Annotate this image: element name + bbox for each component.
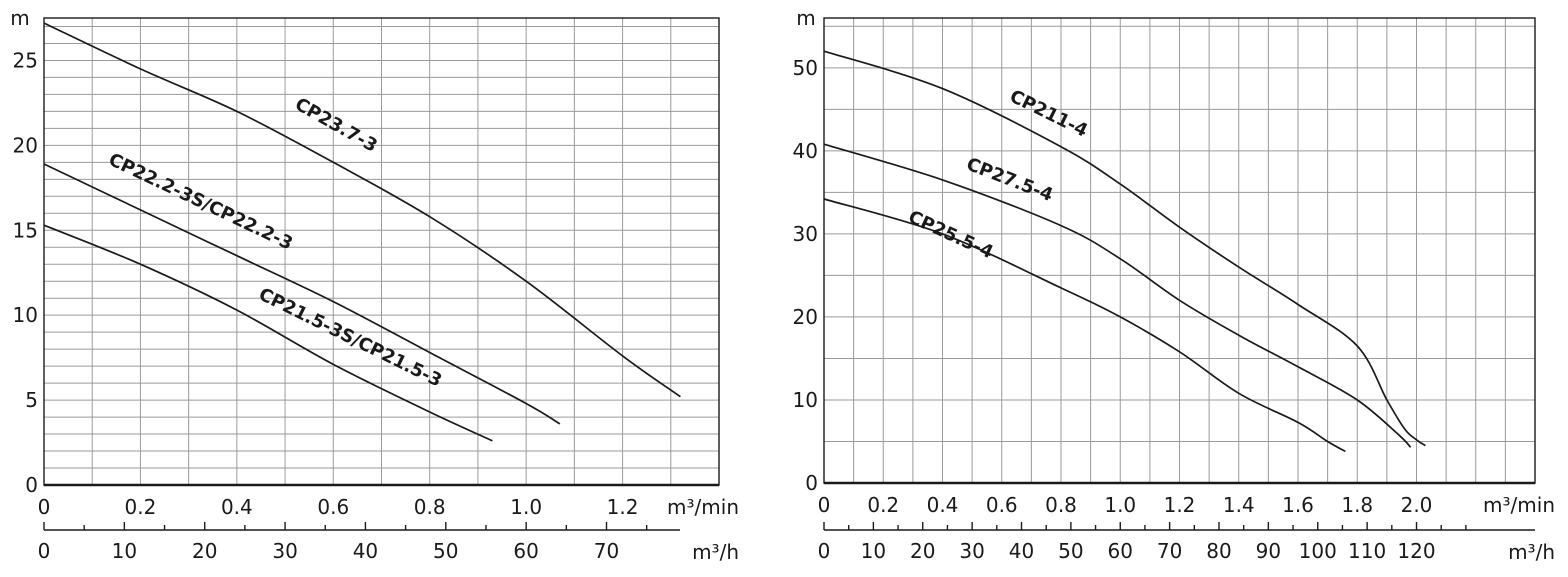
series-curve-cp23-7-3 <box>43 22 681 398</box>
series-curve-cp22-2-3s-cp22-2-3 <box>43 163 561 425</box>
x2-tick-label: 70 <box>594 539 619 563</box>
y-tick-label: 10 <box>13 303 38 327</box>
x-tick-label: 0.6 <box>986 493 1018 517</box>
series-curve-cp25-5-4 <box>823 198 1346 453</box>
y-tick-label: 0 <box>805 471 818 495</box>
series-curve-cp21-5-3s-cp21-5-3 <box>43 224 493 442</box>
x-tick-label: 1.0 <box>1104 493 1136 517</box>
y-axis-unit: m <box>796 6 815 30</box>
x2-tick-label: 0 <box>38 539 51 563</box>
grid <box>824 18 1535 483</box>
left-chart-panel: m 0 5 10 15 20 25 0 0.2 0.4 0.6 0.8 1.0 1.2 m³/min 0 10 2… <box>10 6 739 564</box>
x2-tick-label: 10 <box>112 539 137 563</box>
x2-tick-label: 20 <box>192 539 217 563</box>
x-tick-label: 0 <box>818 493 831 517</box>
secondary-x-axis: 0 10 20 30 40 50 60 70 m³/h <box>38 522 739 564</box>
x-tick-label: 2.0 <box>1401 493 1433 517</box>
x-tick-label: 0.6 <box>317 495 349 519</box>
x-tick-label: 0 <box>38 495 51 519</box>
y-tick-label: 50 <box>793 56 818 80</box>
x2-tick-label: 50 <box>433 539 458 563</box>
x2-tick-label: 0 <box>818 539 831 563</box>
x-tick-label: 1.0 <box>510 495 542 519</box>
x2-tick-label: 40 <box>353 539 378 563</box>
x2-tick-label: 30 <box>959 539 984 563</box>
y-tick-label: 25 <box>13 48 38 72</box>
x-tick-label: 1.4 <box>1223 493 1255 517</box>
series-label: CP211-4 <box>1006 86 1091 142</box>
x-tick-label: 0.4 <box>221 495 253 519</box>
y-tick-label: 5 <box>25 388 38 412</box>
x2-tick-label: 10 <box>861 539 886 563</box>
y-tick-label: 20 <box>793 305 818 329</box>
x2-tick-label: 70 <box>1157 539 1182 563</box>
y-tick-label: 20 <box>13 133 38 157</box>
x-tick-label: 0.8 <box>414 495 446 519</box>
right-chart-panel: m 0 10 20 30 40 50 0 0.2 0.4 0.6 0.8 1.0 1.2 1.4 1.6 1.8… <box>793 6 1555 564</box>
x-tick-label: 1.2 <box>607 495 639 519</box>
series-label: CP25.5-4 <box>905 207 996 264</box>
x2-tick-label: 40 <box>1009 539 1034 563</box>
x2-tick-label: 30 <box>272 539 297 563</box>
x2-tick-label: 50 <box>1058 539 1083 563</box>
x-tick-label: 1.2 <box>1164 493 1196 517</box>
x-tick-label: 0.8 <box>1045 493 1077 517</box>
y-tick-label: 40 <box>793 139 818 163</box>
secondary-x-axis: 0 10 20 30 40 50 60 70 80 90 100 110 120 m³/h <box>818 522 1555 564</box>
x2-tick-label: 20 <box>910 539 935 563</box>
series-label: CP21.5-3S/CP21.5-3 <box>255 284 445 392</box>
series-label: CP27.5-4 <box>964 154 1056 206</box>
x2-tick-label: 90 <box>1256 539 1281 563</box>
x-tick-label: 1.6 <box>1282 493 1314 517</box>
y-tick-label: 15 <box>13 218 38 242</box>
x2-tick-label: 120 <box>1397 539 1435 563</box>
x2-tick-label: 110 <box>1348 539 1386 563</box>
x2-tick-label: 100 <box>1299 539 1337 563</box>
y-tick-label: 0 <box>25 473 38 497</box>
series-curve-cp27-5-4 <box>823 143 1412 448</box>
x2-axis-unit: m³/h <box>1508 540 1555 564</box>
x-tick-label: 0.4 <box>927 493 959 517</box>
y-axis-unit: m <box>10 6 29 30</box>
x-tick-label: 0.2 <box>125 495 157 519</box>
x-axis-unit: m³/min <box>1483 493 1555 517</box>
x-tick-label: 1.8 <box>1341 493 1373 517</box>
y-tick-label: 10 <box>793 388 818 412</box>
x2-tick-label: 60 <box>1108 539 1133 563</box>
grid <box>44 18 719 485</box>
x2-tick-label: 60 <box>513 539 538 563</box>
x2-tick-label: 80 <box>1206 539 1231 563</box>
x2-axis-unit: m³/h <box>692 540 739 564</box>
y-tick-label: 30 <box>793 222 818 246</box>
series-curve-cp211-4 <box>823 50 1426 447</box>
x-tick-label: 0.2 <box>867 493 899 517</box>
x-axis-unit: m³/min <box>667 495 739 519</box>
